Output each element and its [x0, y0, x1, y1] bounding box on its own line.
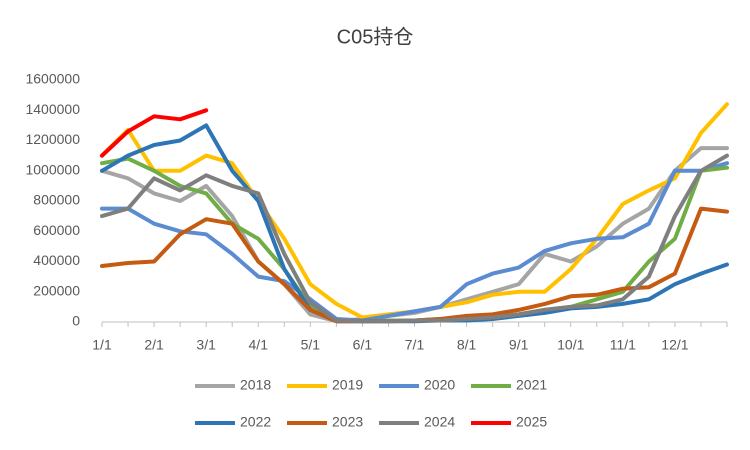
legend-label: 2019 [332, 377, 363, 393]
series-line [100, 108, 209, 158]
series-line [100, 206, 729, 324]
legend-label: 2022 [240, 414, 271, 430]
y-tick-label: 400000 [33, 252, 80, 268]
x-tick-label: 7/1 [405, 337, 425, 353]
legend-label: 2018 [240, 377, 271, 393]
x-tick-label: 1/1 [92, 337, 112, 353]
x-tick-label: 5/1 [301, 337, 321, 353]
y-tick-label: 1200000 [25, 131, 80, 147]
y-tick-label: 1600000 [25, 71, 80, 87]
x-tick-label: 4/1 [249, 337, 269, 353]
legend-label: 2020 [424, 377, 455, 393]
series-line [100, 161, 729, 323]
series-line [100, 153, 729, 324]
x-tick-label: 8/1 [457, 337, 477, 353]
y-tick-label: 1000000 [25, 161, 80, 177]
y-tick-label: 800000 [33, 192, 80, 208]
y-tick-label: 600000 [33, 222, 80, 238]
legend-label: 2023 [332, 414, 363, 430]
y-tick-label: 1400000 [25, 101, 80, 117]
x-tick-label: 11/1 [610, 337, 636, 353]
series-line [100, 102, 729, 320]
y-tick-label: 0 [72, 313, 80, 329]
legend-label: 2025 [516, 414, 547, 430]
y-tick-label: 200000 [33, 282, 80, 298]
x-tick-label: 2/1 [144, 337, 164, 353]
legend-label: 2024 [424, 414, 455, 430]
legend-label: 2021 [516, 377, 547, 393]
x-tick-label: 10/1 [557, 337, 584, 353]
x-tick-label: 9/1 [509, 337, 529, 353]
chart-title: C05持仓 [337, 25, 414, 48]
x-tick-label: 3/1 [196, 337, 216, 353]
x-tick-label: 6/1 [353, 337, 373, 353]
x-tick-label: 12/1 [661, 337, 688, 353]
